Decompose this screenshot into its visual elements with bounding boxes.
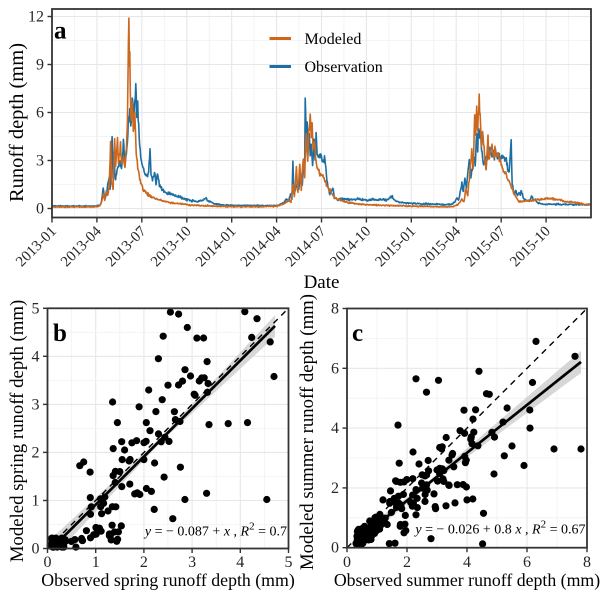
svg-text:1: 1 (92, 554, 100, 571)
svg-text:Modeled spring runoff depth (m: Modeled spring runoff depth (mm) (7, 300, 28, 563)
svg-text:12: 12 (28, 9, 44, 26)
svg-text:Modeled: Modeled (305, 31, 362, 48)
svg-text:0: 0 (32, 541, 40, 558)
svg-text:9: 9 (36, 57, 44, 74)
svg-text:4: 4 (236, 554, 244, 571)
svg-text:6: 6 (331, 360, 339, 377)
svg-text:2: 2 (32, 444, 40, 461)
svg-text:2: 2 (331, 480, 339, 497)
svg-text:Observation: Observation (305, 59, 383, 76)
svg-text:0: 0 (343, 554, 351, 571)
svg-text:4: 4 (463, 554, 471, 571)
svg-text:Observed summer runoff depth (: Observed summer runoff depth (mm) (334, 570, 600, 591)
svg-text:c: c (352, 320, 363, 347)
svg-text:1: 1 (32, 493, 40, 510)
svg-text:2: 2 (140, 554, 148, 571)
svg-text:2: 2 (403, 554, 411, 571)
svg-text:5: 5 (32, 300, 40, 317)
svg-text:8: 8 (331, 301, 339, 318)
svg-text:Observed spring runoff depth (: Observed spring runoff depth (mm) (41, 570, 295, 591)
svg-text:3: 3 (36, 153, 44, 170)
svg-text:Modeled summer runoff depth (m: Modeled summer runoff depth (mm) (297, 294, 318, 570)
svg-text:6: 6 (523, 554, 531, 571)
svg-text:a: a (54, 18, 67, 45)
svg-text:b: b (53, 320, 67, 347)
svg-text:4: 4 (32, 348, 40, 365)
svg-text:0: 0 (331, 540, 339, 557)
svg-text:0: 0 (36, 201, 44, 218)
svg-text:8: 8 (583, 554, 591, 571)
svg-text:4: 4 (331, 420, 339, 437)
svg-text:Date: Date (304, 272, 340, 293)
svg-text:3: 3 (32, 396, 40, 413)
svg-text:Runoff depth (mm): Runoff depth (mm) (6, 43, 28, 202)
svg-text:3: 3 (188, 554, 196, 571)
svg-text:5: 5 (285, 554, 293, 571)
svg-text:6: 6 (36, 105, 44, 122)
svg-text:0: 0 (44, 554, 52, 571)
